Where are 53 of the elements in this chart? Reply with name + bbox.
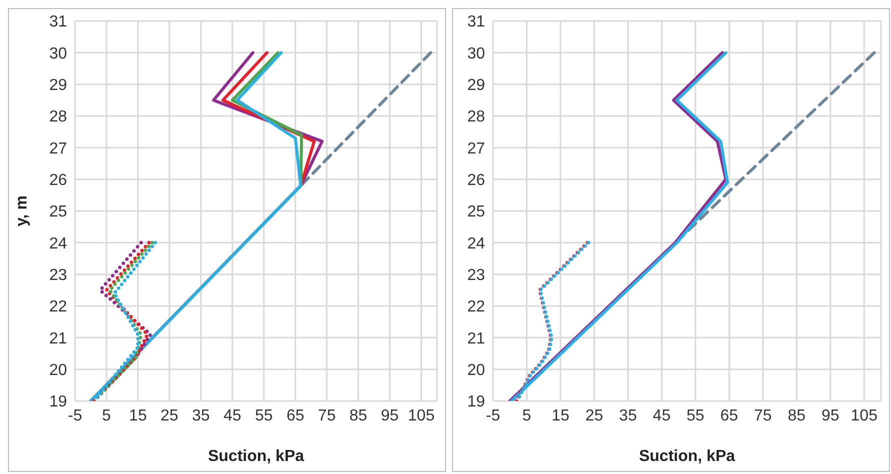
y-tick-label: 22 bbox=[467, 298, 486, 316]
x-tick-label: 65 bbox=[720, 407, 738, 424]
x-axis-title: Suction, kPa bbox=[638, 448, 736, 465]
y-tick-label: 27 bbox=[467, 140, 486, 158]
x-tick-label: 25 bbox=[585, 407, 604, 424]
y-tick-label: 23 bbox=[49, 267, 68, 284]
y-tick-label: 19 bbox=[467, 394, 486, 411]
x-tick-label: 75 bbox=[318, 407, 336, 424]
y-tick-label: 26 bbox=[49, 172, 68, 190]
x-tick-label: 35 bbox=[619, 407, 637, 424]
y-tick-label: 19 bbox=[49, 394, 68, 411]
x-tick-label: 55 bbox=[254, 407, 273, 424]
y-tick-label: 23 bbox=[467, 267, 486, 284]
x-axis-title: Suction, kPa bbox=[208, 448, 304, 465]
y-tick-label: 22 bbox=[49, 298, 68, 316]
y-tick-label: 27 bbox=[49, 140, 68, 158]
y-tick-label: 24 bbox=[49, 235, 68, 252]
x-tick-label: 15 bbox=[552, 407, 570, 424]
x-tick-label: 105 bbox=[850, 407, 878, 424]
x-tick-label: 45 bbox=[223, 407, 242, 424]
y-tick-label: 29 bbox=[467, 77, 486, 94]
x-tick-label: 5 bbox=[522, 407, 532, 424]
y-tick-label: 20 bbox=[49, 362, 68, 380]
x-tick-label: 75 bbox=[754, 407, 772, 424]
y-tick-label: 28 bbox=[49, 108, 68, 126]
x-tick-label: 95 bbox=[380, 407, 399, 424]
x-tick-label: 5 bbox=[102, 407, 112, 424]
y-axis-title: y, m bbox=[14, 196, 31, 226]
y-tick-label: 20 bbox=[467, 362, 486, 380]
x-tick-label: 25 bbox=[160, 407, 178, 424]
y-tick-label: 30 bbox=[467, 45, 486, 62]
y-tick-label: 31 bbox=[49, 14, 68, 31]
x-tick-label: 35 bbox=[192, 407, 210, 424]
x-tick-label: 45 bbox=[652, 407, 671, 424]
y-tick-label: 28 bbox=[467, 108, 486, 126]
x-tick-label: 55 bbox=[686, 407, 704, 424]
x-tick-label: 85 bbox=[349, 407, 368, 424]
y-tick-label: 21 bbox=[467, 330, 486, 348]
y-tick-label: 25 bbox=[49, 204, 68, 221]
x-tick-label: -5 bbox=[68, 407, 82, 424]
y-tick-label: 25 bbox=[467, 204, 486, 221]
x-tick-label: 95 bbox=[821, 407, 840, 424]
y-tick-label: 24 bbox=[467, 235, 486, 252]
x-tick-label: -5 bbox=[486, 407, 500, 424]
y-tick-label: 29 bbox=[49, 77, 68, 94]
x-tick-label: 105 bbox=[408, 407, 435, 424]
y-tick-label: 21 bbox=[49, 330, 68, 348]
x-tick-label: 85 bbox=[788, 407, 806, 424]
x-tick-label: 65 bbox=[286, 407, 304, 424]
y-tick-label: 30 bbox=[49, 45, 68, 62]
y-tick-label: 26 bbox=[467, 172, 486, 190]
x-tick-label: 15 bbox=[129, 407, 147, 424]
y-tick-label: 31 bbox=[467, 14, 486, 31]
